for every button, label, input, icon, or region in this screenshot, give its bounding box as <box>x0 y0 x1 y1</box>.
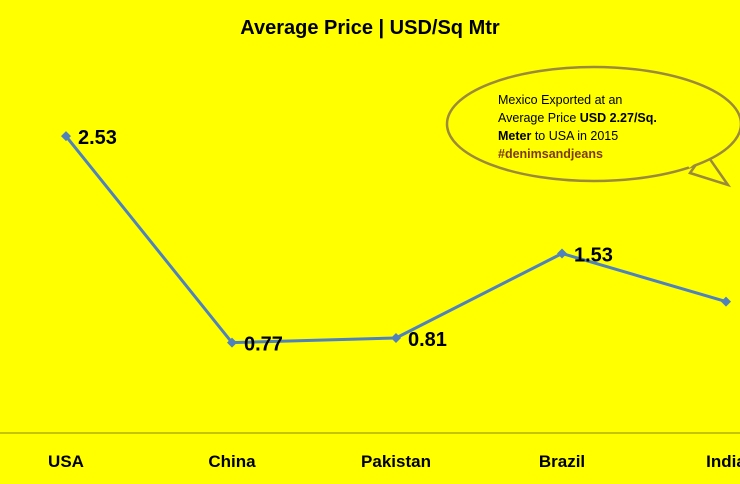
data-point-pakistan <box>391 332 401 343</box>
callout-hashtag: #denimsandjeans <box>498 147 603 161</box>
x-tick-label-pakistan: Pakistan <box>361 452 431 471</box>
series-layer <box>61 131 731 348</box>
data-label-pakistan: 0.81 <box>408 329 447 351</box>
x-tick-label-china: China <box>208 452 256 471</box>
callout-line-1: Mexico Exported at an <box>498 93 622 107</box>
data-point-usa <box>61 131 71 142</box>
data-label-usa: 2.53 <box>78 127 117 149</box>
data-label-brazil: 1.53 <box>574 244 613 266</box>
callout-line-3: Meter to USA in 2015 <box>498 129 618 143</box>
callout-tail-join <box>686 150 707 168</box>
callout-line-2: Average Price USD 2.27/Sq. <box>498 111 657 125</box>
chart-title: Average Price | USD/Sq Mtr <box>240 17 500 39</box>
data-label-china: 0.77 <box>244 334 283 356</box>
data-point-india <box>721 296 731 307</box>
x-tick-label-brazil: Brazil <box>539 452 585 471</box>
data-point-china <box>227 337 237 348</box>
x-tick-label-usa: USA <box>48 452 84 471</box>
data-point-brazil <box>557 248 567 259</box>
x-tick-label-india: India <box>706 452 740 471</box>
data-label-layer: 2.53 0.77 0.81 1.53 <box>78 127 613 356</box>
callout-ellipse <box>445 65 740 183</box>
category-label-layer: USA China Pakistan Brazil India <box>48 452 740 471</box>
callout-bubble: Mexico Exported at an Average Price USD … <box>445 65 740 188</box>
